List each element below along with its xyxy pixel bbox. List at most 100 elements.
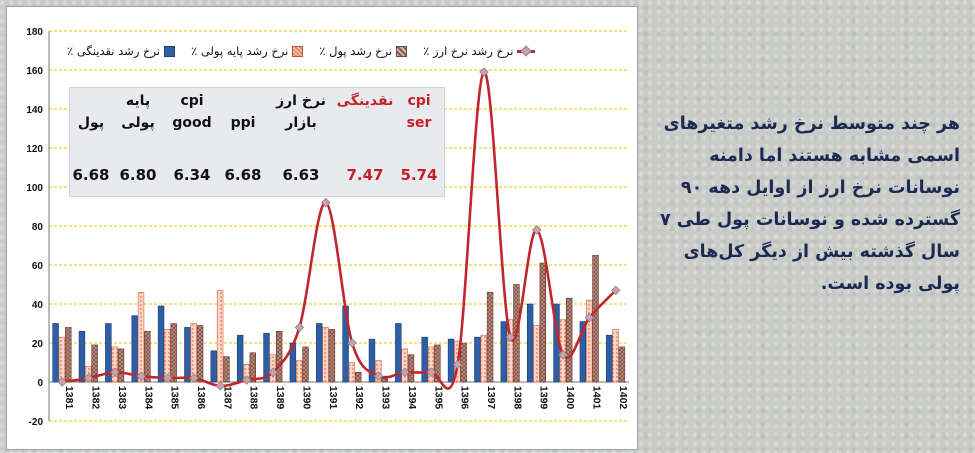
bar-liquidity — [579, 321, 587, 383]
bar-liquidity — [184, 327, 191, 383]
bar-liquidity — [78, 330, 86, 383]
x-tick-label: 1390 — [300, 386, 312, 410]
bar-base-money — [375, 360, 382, 383]
bar-liquidity — [606, 334, 613, 383]
bar-money — [275, 330, 283, 383]
bar-base-money — [137, 291, 145, 383]
bar-base-money — [348, 362, 356, 383]
fx-point — [189, 373, 199, 383]
bar-money — [249, 352, 257, 383]
legend-item-money: نرخ رشد پول ٪ — [319, 41, 408, 61]
bar-base-money — [111, 346, 118, 383]
x-tick-label: 1381 — [63, 386, 75, 410]
bar-money — [592, 254, 599, 383]
legend-item-base-money: نرخ رشد پایه پولی ٪ — [191, 41, 304, 61]
bar-liquidity — [395, 323, 402, 383]
fx-point — [241, 375, 252, 385]
info-col-cpi-good: cpi good 6.34 — [164, 88, 220, 196]
info-header-cpi-ser: cpi ser — [406, 93, 432, 131]
fx-point — [110, 367, 120, 377]
fx-point — [426, 367, 437, 377]
legend-swatch-liquidity — [164, 45, 175, 57]
bar-base-money — [58, 336, 66, 383]
bar-money — [65, 327, 72, 383]
y-tick-label: 100 — [26, 183, 43, 194]
summary-text: هر چند متوسط نرخ رشد متغیرهای اسمی مشابه… — [659, 114, 960, 294]
bar-money — [144, 330, 151, 383]
x-tick-label: 1392 — [353, 386, 365, 410]
bar-liquidity — [316, 323, 323, 383]
bar-money — [91, 344, 98, 383]
bar-liquidity — [157, 305, 165, 383]
fx-point — [400, 367, 410, 377]
average-growth-table: cpi ser 5.74 نقدینگی 7.47 نرخ ارز بازار … — [69, 87, 445, 197]
x-tick-label: 1388 — [248, 386, 260, 410]
bar-liquidity — [263, 332, 270, 383]
x-tick-label: 1393 — [380, 386, 392, 410]
x-tick-label: 1397 — [485, 386, 497, 410]
x-tick-label: 1402 — [617, 386, 629, 410]
bar-base-money — [401, 348, 408, 383]
x-tick-label: 1384 — [142, 386, 154, 410]
bar-money — [355, 371, 362, 383]
fx-point — [505, 332, 516, 342]
y-tick-label: 60 — [32, 261, 44, 272]
chart-legend: نرخ رشد نقدینگی ٪ نرخ رشد پایه پولی ٪ نر… — [67, 41, 637, 61]
bar-money — [618, 346, 626, 383]
info-header-cpi-good: cpi good — [172, 93, 212, 131]
bar-money — [565, 297, 573, 383]
bar-liquidity — [368, 338, 376, 383]
y-tick-label: 0 — [37, 378, 43, 389]
bar-base-money — [190, 323, 197, 383]
x-tick-label: 1386 — [195, 386, 207, 410]
legend-item-fx: نرخ رشد نرخ ارز ٪ — [423, 41, 536, 61]
bar-money — [486, 291, 494, 383]
fx-point — [584, 312, 595, 323]
fx-point — [136, 371, 147, 381]
bar-money — [328, 329, 336, 383]
bar-base-money — [612, 329, 619, 383]
fx-point — [531, 225, 542, 235]
fx-point — [57, 377, 67, 387]
info-header-base-money: پایه پولی — [121, 93, 155, 131]
fx-point — [558, 349, 568, 360]
y-tick-label: 80 — [32, 222, 44, 233]
info-value-base-money: 6.80 — [119, 166, 157, 184]
bar-base-money — [216, 290, 224, 383]
x-tick-label: 1399 — [538, 386, 550, 410]
info-col-ppi: ppi 6.68 — [220, 88, 266, 196]
info-header-ppi: ppi — [230, 115, 256, 131]
bar-liquidity — [526, 303, 534, 383]
legend-swatch-base-money — [292, 45, 304, 57]
bar-liquidity — [52, 323, 59, 383]
info-value-cpi-ser: 5.74 — [400, 166, 438, 184]
bar-money — [196, 325, 204, 383]
fx-point — [611, 285, 621, 296]
bar-base-money — [480, 334, 487, 383]
info-value-ppi: 6.68 — [224, 166, 262, 184]
info-col-base-money: پایه پولی 6.80 — [112, 88, 164, 196]
legend-item-liquidity: نرخ رشد نقدینگی ٪ — [67, 41, 175, 61]
x-tick-label: 1391 — [327, 386, 339, 410]
info-header-money: پول — [77, 115, 105, 131]
y-tick-label: 140 — [26, 105, 43, 116]
fx-point — [215, 381, 226, 391]
x-tick-label: 1400 — [564, 386, 576, 410]
x-tick-label: 1396 — [459, 386, 471, 410]
info-value-liquidity: 7.47 — [346, 166, 384, 184]
legend-label-liquidity: نرخ رشد نقدینگی ٪ — [67, 44, 160, 58]
x-tick-label: 1383 — [116, 386, 128, 410]
y-tick-label: 20 — [32, 339, 44, 350]
bar-liquidity — [131, 315, 138, 383]
fx-point — [479, 67, 489, 77]
x-tick-label: 1389 — [274, 386, 286, 410]
bar-money — [381, 375, 388, 383]
y-tick-label: 120 — [26, 144, 43, 155]
bar-liquidity — [105, 323, 112, 383]
bar-liquidity — [500, 321, 508, 383]
chart-plot: -20 0 20 40 60 80 100 120 140 160 180 1381 1382 1383 1… — [26, 27, 629, 428]
bar-money — [170, 323, 177, 383]
bar-money — [302, 346, 309, 383]
x-tick-label: 1394 — [406, 386, 418, 410]
fx-point — [83, 373, 94, 383]
